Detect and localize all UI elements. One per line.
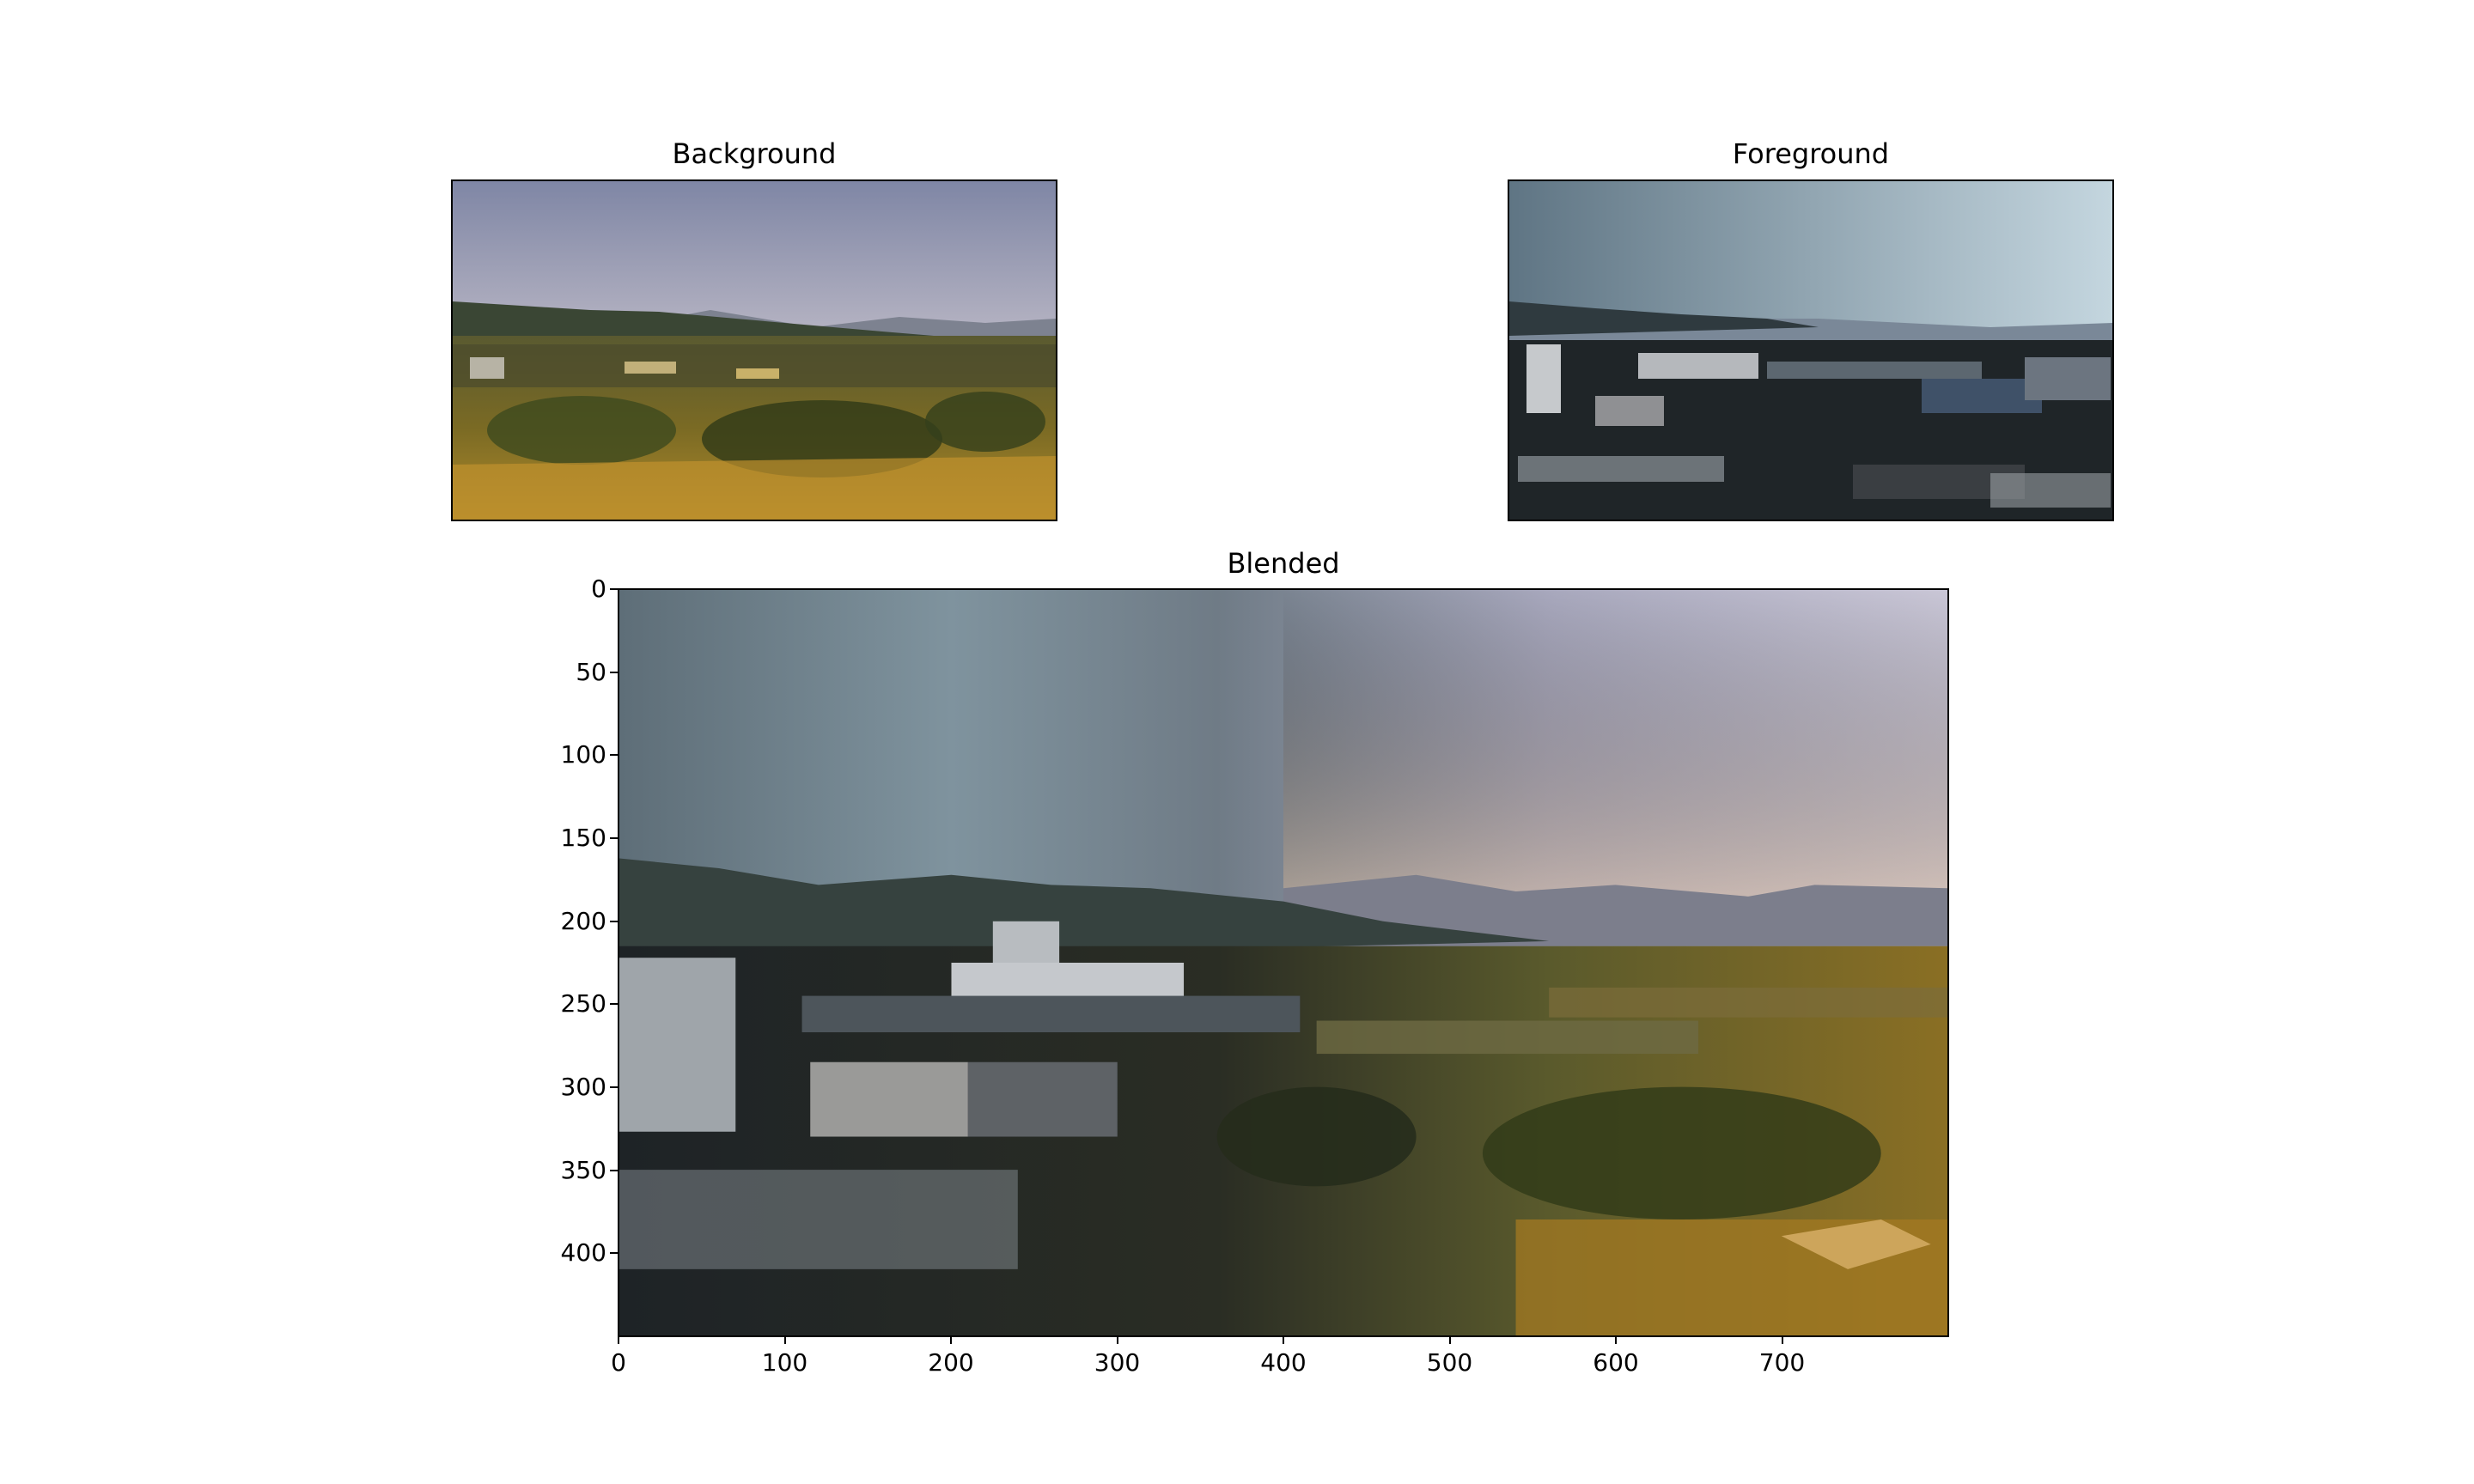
y-tick-label: 200	[560, 906, 606, 935]
blended-image	[618, 588, 1949, 1337]
y-tick-mark	[610, 837, 618, 839]
foreground-scene-graphic	[1509, 181, 2112, 520]
y-tick-mark	[610, 1252, 618, 1255]
y-tick-label: 50	[576, 657, 606, 686]
y-tick-mark	[610, 1086, 618, 1088]
foreground-title: Foreground	[1732, 137, 1890, 170]
blended-title: Blended	[1227, 547, 1340, 580]
background-image	[451, 179, 1057, 521]
y-tick-label: 0	[591, 575, 606, 603]
y-tick-label: 100	[560, 740, 606, 769]
x-tick-label: 300	[1094, 1348, 1141, 1377]
x-tick-mark	[618, 1336, 619, 1344]
x-tick-mark	[1781, 1336, 1783, 1344]
y-tick-label: 250	[560, 989, 606, 1019]
x-tick-label: 200	[928, 1348, 974, 1377]
y-tick-mark	[610, 1003, 618, 1006]
x-tick-mark	[783, 1336, 786, 1344]
x-tick-label: 500	[1426, 1348, 1473, 1377]
y-tick-label: 400	[560, 1238, 606, 1268]
y-tick-label: 150	[560, 824, 606, 852]
y-tick-label: 350	[560, 1155, 606, 1184]
y-tick-mark	[610, 920, 618, 922]
y-tick-mark	[610, 754, 618, 757]
background-title: Background	[672, 137, 837, 170]
x-tick-label: 0	[611, 1348, 626, 1377]
x-tick-label: 400	[1260, 1348, 1307, 1377]
y-tick-mark	[610, 1169, 618, 1171]
x-tick-mark	[950, 1336, 952, 1344]
blended-scene-graphic	[619, 590, 1947, 1335]
y-tick-mark	[610, 588, 618, 590]
x-tick-mark	[1116, 1336, 1118, 1344]
y-tick-mark	[610, 671, 618, 673]
x-tick-mark	[1283, 1336, 1284, 1344]
x-tick-label: 600	[1593, 1348, 1639, 1377]
x-tick-label: 100	[761, 1348, 808, 1377]
x-tick-mark	[1448, 1336, 1451, 1344]
x-tick-mark	[1615, 1336, 1617, 1344]
y-tick-label: 300	[560, 1073, 606, 1101]
foreground-image	[1508, 179, 2114, 521]
x-tick-label: 700	[1758, 1348, 1806, 1377]
background-scene-graphic	[453, 181, 1056, 520]
